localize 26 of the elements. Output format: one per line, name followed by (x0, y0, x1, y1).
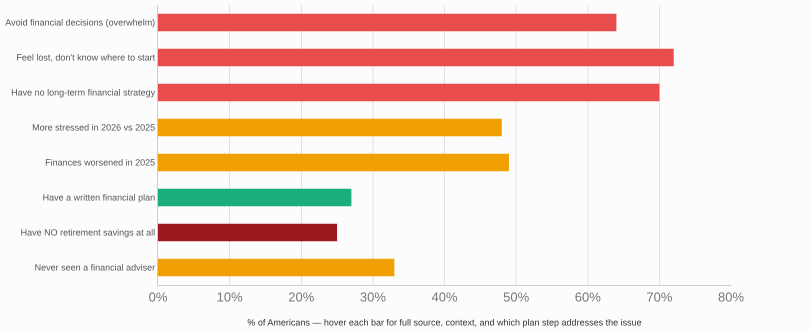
x-tick-label: 20% (288, 290, 315, 305)
bar (158, 84, 660, 102)
x-tick-label: 70% (646, 290, 673, 305)
y-tick-label: More stressed in 2026 vs 2025 (32, 122, 156, 133)
x-axis-title: % of Americans — hover each bar for full source, context, and which plan step addresses the issue (247, 317, 642, 328)
y-tick-label: Finances worsened in 2025 (45, 158, 156, 168)
bar (158, 154, 509, 172)
y-tick-label: Have NO retirement savings at all (20, 228, 156, 238)
y-tick-label: Feel lost, don't know where to start (16, 52, 156, 63)
x-tick-label: 80% (718, 290, 744, 305)
x-tick-label: 50% (503, 290, 530, 305)
x-tick-label: 60% (574, 290, 602, 305)
bar (158, 188, 352, 206)
x-tick-label: 40% (431, 290, 458, 305)
y-tick-label: Never seen a financial adviser (34, 262, 156, 273)
y-tick-label: Have no long-term financial strategy (11, 88, 156, 98)
x-tick-label: 30% (360, 290, 386, 305)
bar (158, 14, 616, 32)
bar (158, 48, 674, 66)
bar (158, 224, 338, 242)
bar (158, 118, 502, 136)
x-tick-label: 0% (148, 290, 168, 305)
y-tick-label: Have a written financial plan (42, 192, 156, 203)
y-tick-label: Avoid financial decisions (overwhelm) (5, 18, 156, 28)
x-tick-label: 10% (216, 290, 244, 305)
bar (158, 258, 394, 276)
